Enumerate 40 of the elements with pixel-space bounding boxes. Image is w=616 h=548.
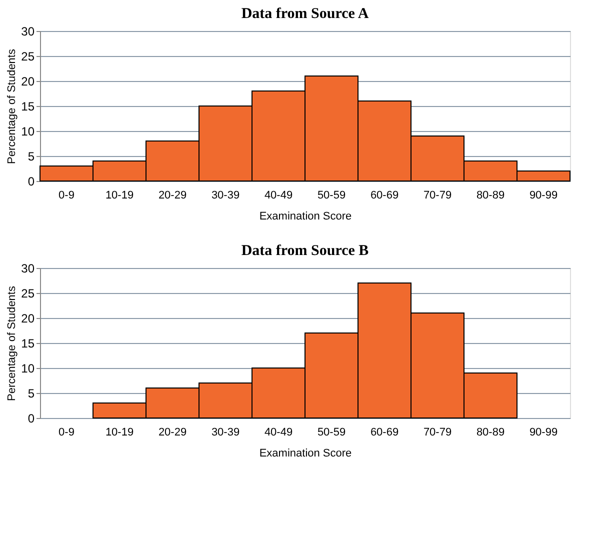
y-tick-label: 30: [21, 24, 35, 38]
chart-title: Data from Source B: [241, 243, 369, 259]
x-tick-label: 30-39: [211, 190, 240, 202]
x-tick-label: 60-69: [370, 426, 399, 438]
y-tick-label: 15: [21, 100, 35, 114]
x-tick-label: 70-79: [423, 426, 452, 438]
y-axis-title: Percentage of Students: [6, 48, 18, 164]
x-tick-label: 50-59: [317, 426, 346, 438]
y-tick-label: 30: [21, 262, 35, 276]
x-tick-label: 50-59: [317, 190, 346, 202]
x-axis-title: Examination Score: [259, 210, 352, 222]
y-tick-label: 25: [21, 50, 35, 64]
chart-title: Data from Source A: [241, 6, 369, 22]
x-tick-label: 70-79: [423, 190, 452, 202]
x-tick-label: 30-39: [211, 426, 240, 438]
x-tick-label: 90-99: [529, 190, 558, 202]
x-tick-label: 40-49: [264, 190, 293, 202]
y-tick-label: 15: [21, 336, 35, 350]
x-tick-label: 90-99: [529, 426, 558, 438]
x-tick-label: 0-9: [58, 426, 74, 438]
x-tick-label: 10-19: [105, 190, 134, 202]
y-tick-label: 0: [28, 412, 35, 426]
x-tick-label: 20-29: [158, 426, 187, 438]
y-tick-label: 10: [21, 124, 35, 138]
y-axis-title: Percentage of Students: [6, 286, 18, 401]
y-tick-label: 0: [28, 174, 35, 188]
y-tick-label: 25: [21, 286, 35, 300]
x-tick-label: 40-49: [264, 426, 293, 438]
x-tick-label: 60-69: [370, 190, 399, 202]
x-tick-label: 0-9: [58, 190, 74, 202]
x-tick-label: 20-29: [158, 190, 187, 202]
x-tick-label: 80-89: [476, 426, 505, 438]
y-tick-label: 5: [28, 386, 35, 400]
x-tick-label: 10-19: [105, 426, 134, 438]
x-tick-label: 80-89: [476, 190, 505, 202]
x-axis-title: Examination Score: [259, 448, 352, 460]
y-tick-label: 20: [21, 74, 35, 88]
y-tick-label: 20: [21, 312, 35, 326]
y-tick-label: 10: [21, 362, 35, 376]
y-tick-label: 5: [28, 150, 35, 164]
